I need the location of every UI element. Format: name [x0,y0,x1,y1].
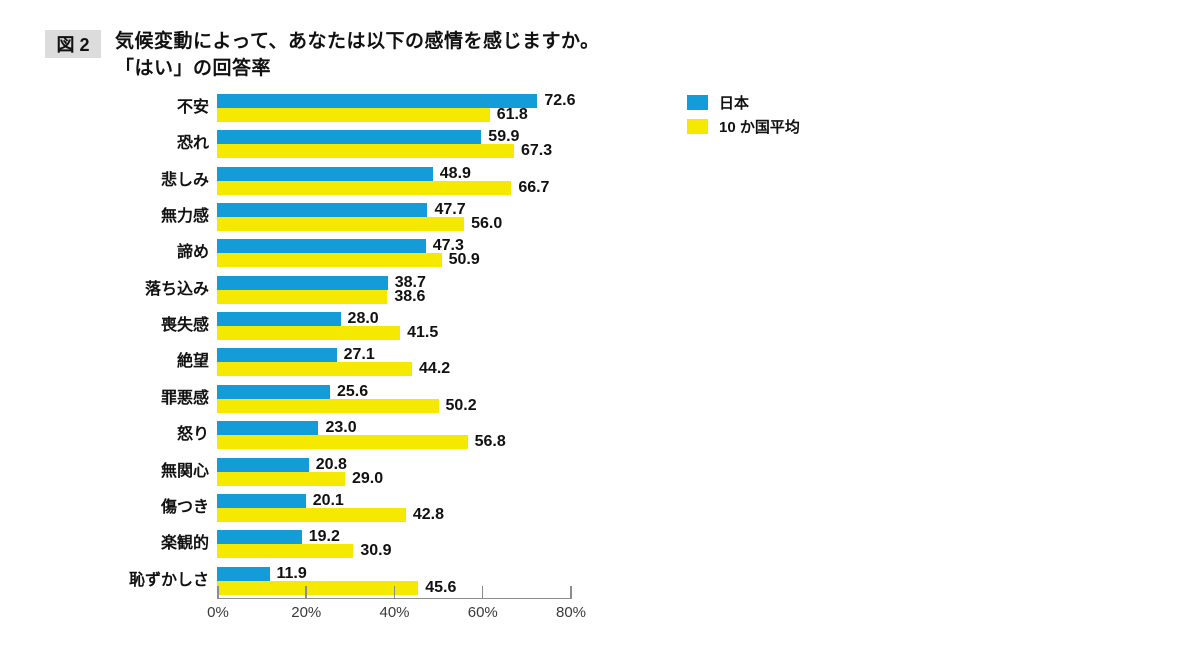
value-label-average: 61.8 [496,106,528,123]
bar-average [217,435,468,450]
bar-japan [217,421,319,436]
value-label-japan: 27.1 [343,346,375,364]
bar-average [217,544,354,559]
value-label-average: 67.3 [520,142,553,160]
bar-average [217,289,388,304]
value-label-average: 42.8 [412,505,444,523]
value-label-average: 45.6 [425,578,457,596]
value-label-japan: 11.9 [276,564,307,582]
value-label-japan: 25.6 [336,382,369,400]
x-axis-line [217,597,572,599]
category-label: 喪失感 [160,317,209,335]
category-label: 傷つき [160,498,209,516]
value-label-japan: 47.7 [434,201,466,219]
value-label-japan: 48.9 [439,164,471,182]
value-label-average: 29.0 [351,469,384,487]
value-label-average: 56.8 [474,433,506,451]
bar-average [217,398,439,413]
value-label-japan: 59.9 [488,128,520,146]
bar-japan [217,457,309,472]
bar-japan [217,566,270,581]
category-label: 楽観的 [160,535,209,553]
value-label-average: 44.2 [419,360,451,378]
legend-label-average: 10 か国平均 [719,119,800,136]
x-axis-tick-label: 40% [379,603,410,621]
value-label-japan: 20.8 [315,455,347,473]
value-label-average: 66.7 [518,178,550,196]
bar-japan [217,203,428,218]
value-label-japan: 23.0 [325,419,357,437]
value-label-average: 30.9 [360,542,392,560]
legend-swatch-average [687,119,708,134]
value-label-japan: 72.6 [544,92,576,109]
bar-average [217,108,490,122]
value-label-average: 56.0 [471,215,503,233]
bar-average [217,253,442,268]
bar-japan [217,166,433,181]
category-label: 不安 [176,99,209,116]
x-axis-tick [570,586,572,598]
bar-average [217,180,512,195]
chart-title-line1: 気候変動によって、あなたは以下の感情を感じますか。 [115,31,600,52]
bar-japan [217,312,341,327]
bar-japan [217,530,302,545]
chart-title-line2: 「はい」の回答率 [115,58,272,79]
figure-badge-label: 図 2 [56,35,90,55]
value-label-average: 50.9 [448,251,480,269]
category-label: 悲しみ [160,171,209,189]
x-axis-tick-label: 20% [291,603,322,621]
category-label: 恐れ [176,135,209,153]
legend-label-japan: 日本 [719,95,750,112]
bar-average [217,326,401,341]
category-label: 落ち込み [144,280,209,298]
bar-average [217,362,413,377]
value-label-average: 38.6 [394,287,426,305]
x-axis-tick [481,586,484,598]
bar-japan [217,94,538,108]
bar-average [217,144,514,159]
x-axis-tick [217,586,219,598]
value-label-japan: 19.2 [308,528,340,546]
chart-title: 気候変動によって、あなたは以下の感情を感じますか。 「はい」の回答率 [115,28,600,82]
bar-japan [217,239,426,254]
bar-average [217,471,345,486]
value-label-average: 41.5 [407,324,439,342]
category-label: 恥ずかしさ [128,571,209,589]
bar-japan [217,275,388,290]
x-axis-tick-label: 80% [555,603,587,621]
bar-japan [217,348,337,363]
value-label-japan: 28.0 [347,310,379,328]
legend-swatch-japan [687,95,708,110]
x-axis-tick [305,586,307,598]
bar-average [217,217,465,232]
figure-badge: 図 2 [45,30,101,58]
value-label-japan: 38.7 [394,273,426,291]
bar-japan [217,493,306,508]
category-label: 諦め [176,244,209,262]
legend-row-average: 10 か国平均 [687,119,800,136]
x-axis-tick [393,586,395,598]
category-label: 怒り [176,426,209,444]
value-label-average: 50.2 [445,396,477,414]
bar-japan [217,384,330,399]
x-axis-tick-label: 60% [467,603,498,621]
legend-row-japan: 日本 [687,95,800,112]
legend: 日本 10 か国平均 [687,95,800,143]
category-label: 無力感 [160,208,209,226]
value-label-japan: 47.3 [432,237,464,255]
bar-average [217,580,419,595]
bar-average [217,507,406,522]
category-label: 絶望 [176,353,209,371]
category-label: 罪悪感 [160,389,209,407]
category-label: 無関心 [160,462,209,480]
value-label-japan: 20.1 [312,491,344,509]
bar-japan [217,130,482,145]
x-axis-tick-label: 0% [207,603,229,621]
